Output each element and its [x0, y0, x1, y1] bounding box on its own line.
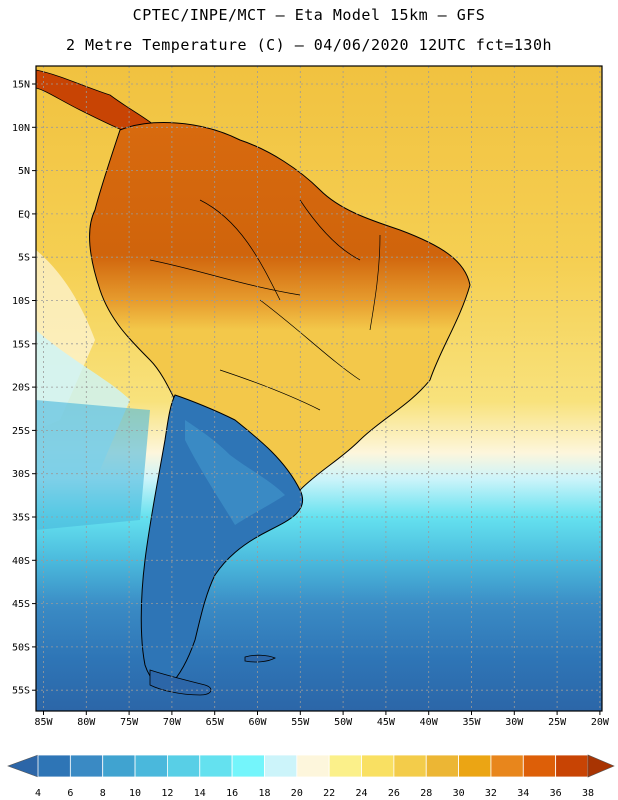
- graticule: [36, 66, 602, 711]
- lat-label: 35S: [12, 513, 30, 524]
- falkland-islands: [244, 654, 276, 663]
- colorbar-swatch: [458, 754, 492, 778]
- lat-label: EQ: [18, 209, 30, 220]
- colorbar-label: 12: [161, 788, 173, 799]
- colorbar-swatch: [361, 754, 395, 778]
- lat-label: 30S: [12, 469, 30, 480]
- colorbar-label: 10: [129, 788, 141, 799]
- colorbar-swatch: [167, 754, 201, 778]
- colorbar-label: 6: [67, 788, 73, 799]
- lon-label: 70W: [163, 717, 182, 728]
- lat-label: 10N: [12, 123, 30, 134]
- colorbar-swatch: [393, 754, 427, 778]
- colorbar-swatch: [102, 754, 136, 778]
- lon-label: 35W: [462, 717, 481, 728]
- colorbar-label: 16: [226, 788, 238, 799]
- lat-label: 25S: [12, 426, 30, 437]
- country-borders: [149, 199, 381, 411]
- colorbar-swatch: [490, 754, 524, 778]
- lon-label: 65W: [206, 717, 225, 728]
- lat-label: 15N: [12, 80, 30, 91]
- colorbar-swatch: [264, 754, 298, 778]
- pacific-colder-band: [36, 400, 150, 530]
- title-line-1: CPTEC/INPE/MCT – Eta Model 15km – GFS: [132, 6, 486, 24]
- lon-label: 25W: [548, 717, 567, 728]
- colorbar-arrow-left: [7, 754, 39, 778]
- title-line-2: 2 Metre Temperature (C) – 04/06/2020 12U…: [65, 36, 553, 54]
- colorbar-swatch: [69, 754, 104, 778]
- lon-label: 80W: [77, 717, 96, 728]
- colorbar-label: 4: [35, 788, 41, 799]
- tierra-del-fuego: [149, 669, 212, 696]
- colorbar-swatch: [296, 754, 330, 778]
- colorbar-swatch: [134, 754, 168, 778]
- lon-label: 30W: [505, 717, 524, 728]
- lon-label: 20W: [591, 717, 610, 728]
- colorbar-swatch: [522, 754, 557, 778]
- colorbar-label: 30: [453, 788, 465, 799]
- colorbar-label: 32: [485, 788, 497, 799]
- colorbar-swatch: [37, 754, 71, 778]
- colorbar-label: 14: [194, 788, 206, 799]
- lat-label: 5S: [18, 253, 30, 264]
- lat-label: 15S: [12, 339, 30, 350]
- lat-label: 40S: [12, 556, 30, 567]
- colorbar-label: 34: [517, 788, 529, 799]
- lat-label: 10S: [12, 296, 30, 307]
- colorbar-swatch: [231, 754, 265, 778]
- colorbar-label: 18: [258, 788, 270, 799]
- colorbar-swatch: [199, 754, 233, 778]
- lat-label: 55S: [12, 686, 30, 697]
- colorbar-label: 20: [291, 788, 303, 799]
- lon-label: 45W: [377, 717, 396, 728]
- colorbar-swatch: [425, 754, 459, 778]
- lon-label: 75W: [120, 717, 139, 728]
- map-frame: [35, 65, 603, 712]
- colorbar-label: 22: [323, 788, 335, 799]
- lon-label: 85W: [34, 717, 53, 728]
- colorbar-label: 8: [100, 788, 106, 799]
- lon-label: 40W: [420, 717, 439, 728]
- southern-cone-warmer-patch: [185, 420, 285, 525]
- lon-label: 50W: [334, 717, 353, 728]
- lat-label: 50S: [12, 642, 30, 653]
- colorbar-label: 36: [550, 788, 562, 799]
- colorbar-label: 24: [356, 788, 368, 799]
- colorbar-label: 26: [388, 788, 400, 799]
- colorbar-swatch: [555, 754, 589, 778]
- lon-label: 60W: [248, 717, 267, 728]
- colorbar-label: 38: [582, 788, 594, 799]
- axis-ticks: 15N 10N 5N EQ 5S 10S 15S 20S 25S 30S 35S 40S 45S 50S 5…: [12, 80, 610, 729]
- lat-label: 45S: [12, 599, 30, 610]
- lon-label: 55W: [291, 717, 310, 728]
- lat-label: 5N: [18, 166, 30, 177]
- southern-cone-landmass: [140, 394, 304, 687]
- colorbar-label: 28: [420, 788, 432, 799]
- colorbar-arrow-right: [587, 754, 615, 778]
- lat-label: 20S: [12, 383, 30, 394]
- colorbar-swatch: [328, 754, 362, 778]
- colorbar: 4 6 8 10 12 14 16 18 20 22 24 26 28 30 32 34 36 38: [7, 754, 615, 799]
